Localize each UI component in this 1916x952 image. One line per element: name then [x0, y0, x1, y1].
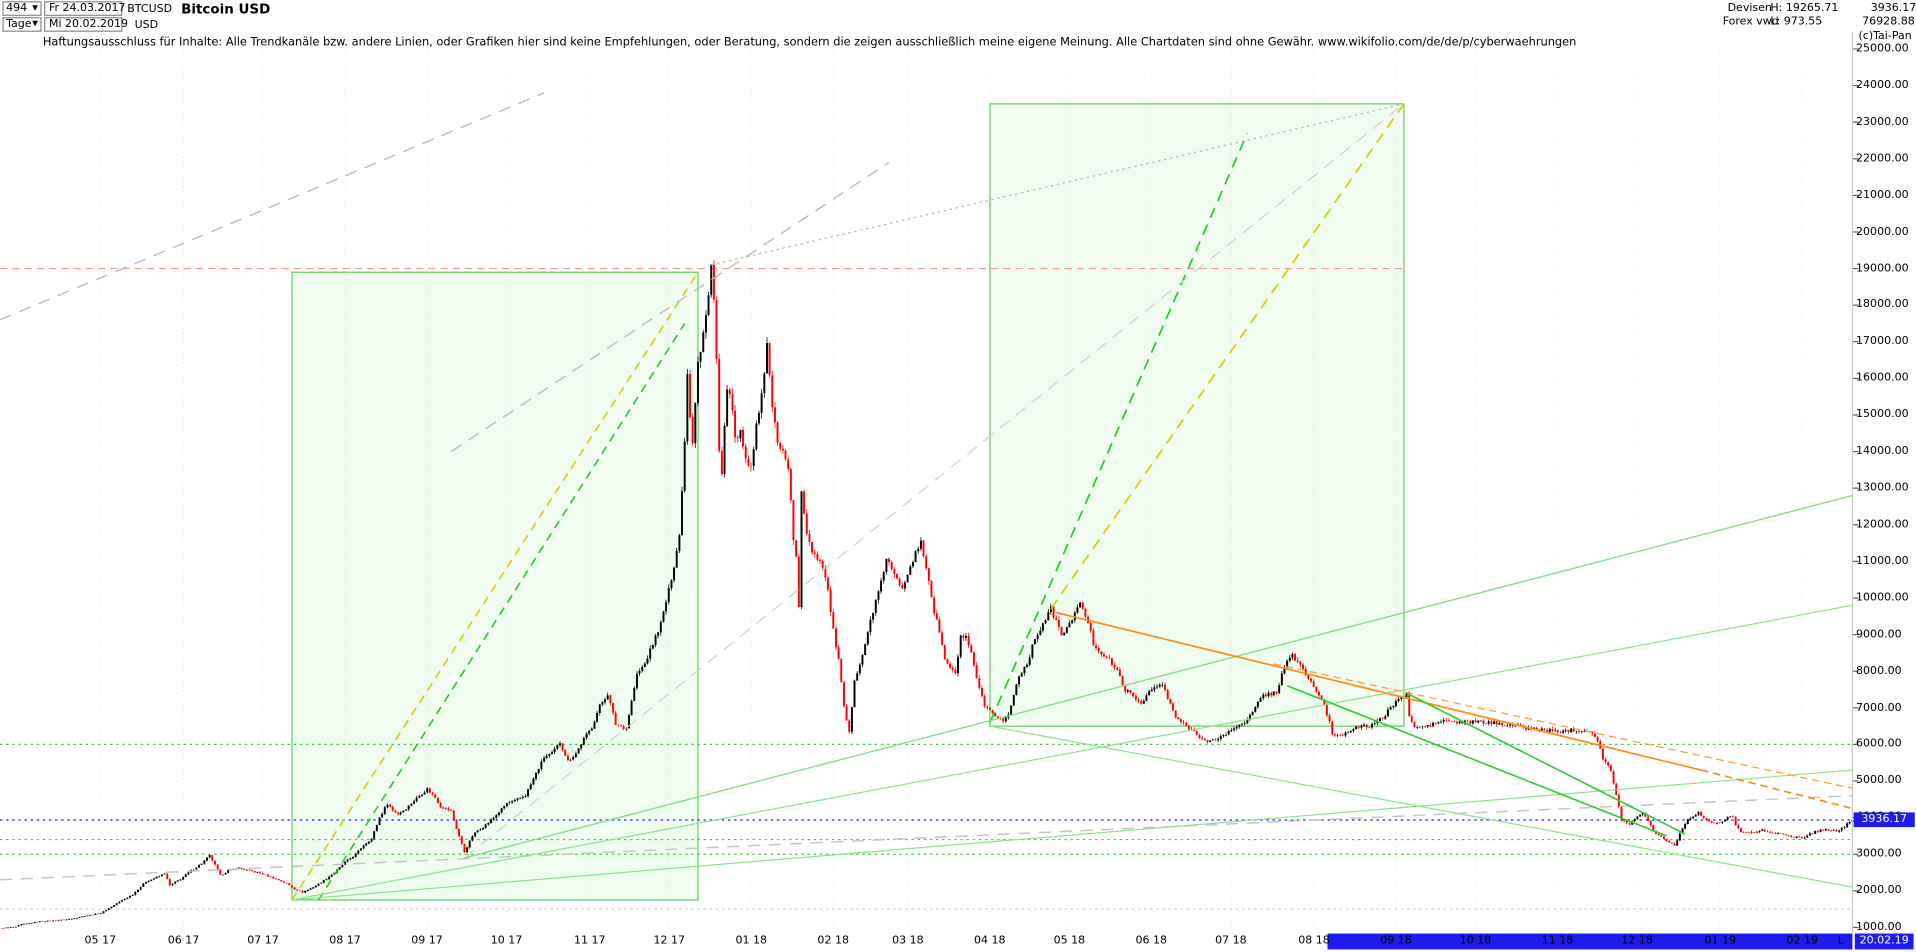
end-date-field[interactable]: Mi 20.02.2019 [44, 17, 128, 32]
trend-line [1273, 663, 1853, 789]
x-axis-label: 05 17 [84, 934, 117, 947]
y-axis-label: 7000.00 [1856, 702, 1902, 715]
disclaimer-text: Haftungsausschluss für Inhalte: Alle Tre… [42, 35, 1577, 49]
y-axis-label: 20000.00 [1856, 226, 1909, 239]
x-axis-label: 07 17 [247, 934, 279, 947]
y-axis-label: 11000.00 [1856, 555, 1909, 568]
x-axis-label: 01 19 [1704, 934, 1736, 947]
candles-down-bodies [1, 265, 1838, 929]
y-axis-label: 18000.00 [1856, 298, 1909, 311]
y-axis-label: 14000.00 [1856, 445, 1909, 458]
trend-line [317, 323, 686, 901]
x-axis-label: 05 18 [1053, 934, 1086, 947]
y-axis-label: 19000.00 [1856, 263, 1909, 276]
x-axis-label: 03 18 [892, 934, 924, 947]
x-axis-label: 01 18 [735, 934, 767, 947]
period-low-value: L: 973.55 [1770, 15, 1823, 29]
y-axis-label: 23000.00 [1856, 116, 1909, 129]
x-axis-label: 09 17 [411, 934, 443, 947]
trend-line [989, 132, 1249, 723]
y-axis-label: 3000.00 [1856, 847, 1902, 861]
x-axis-label: 09 18 [1380, 934, 1412, 947]
y-axis-label: 8000.00 [1856, 665, 1902, 678]
y-axis-label: 22000.00 [1856, 152, 1909, 166]
y-axis-label: 10000.00 [1856, 592, 1909, 605]
y-axis-label: 5000.00 [1856, 774, 1902, 787]
trend-line [291, 604, 1853, 901]
x-axis-label: 10 18 [1459, 934, 1492, 947]
start-date-value: Fr 24.03.2017 [48, 2, 126, 15]
trend-line [1286, 685, 1667, 837]
y-axis-label: 6000.00 [1856, 737, 1902, 751]
volume-value: 76928.88 [1862, 15, 1915, 29]
candles-up-bodies [4, 265, 1854, 929]
y-axis-label: 16000.00 [1856, 371, 1909, 385]
trend-line [0, 92, 545, 321]
trend-line [711, 103, 1404, 266]
visible-range-scrollbar[interactable] [1327, 933, 1853, 950]
x-axis-label: 11 17 [573, 934, 606, 947]
symbol-field[interactable]: BTCUSD [127, 3, 173, 16]
x-axis-label: 08 17 [329, 934, 361, 947]
bars-count-value: 494 [6, 2, 28, 15]
trend-line [1406, 692, 1686, 835]
period-value: Tage [6, 18, 32, 31]
x-axis-label: 02 19 [1786, 934, 1818, 947]
trend-line [464, 103, 1405, 859]
dropdown-arrow-icon: ▼ [32, 19, 38, 29]
y-axis-label: 17000.00 [1856, 335, 1909, 348]
x-axis-label: 12 17 [653, 934, 686, 947]
current-date-badge: 20.02.19 [1854, 933, 1914, 950]
period-dropdown[interactable]: Tage ▼ [2, 17, 42, 32]
last-bar-marker: L [1837, 934, 1844, 947]
trend-line [0, 794, 1853, 881]
trend-channel-box [989, 103, 1405, 727]
period-high-value: H: 19265.71 [1770, 2, 1839, 15]
y-axis-label: 9000.00 [1856, 628, 1902, 642]
x-axis-label: 06 18 [1135, 934, 1168, 947]
trend-line [450, 161, 890, 453]
x-axis-label: 12 18 [1621, 934, 1653, 947]
dropdown-arrow-icon: ▼ [32, 3, 38, 13]
y-axis-label: 25000.00 [1856, 42, 1909, 56]
current-price-badge: 3936.17 [1853, 812, 1915, 828]
y-axis-label: 12000.00 [1856, 518, 1909, 531]
y-axis-label: 13000.00 [1856, 482, 1909, 495]
x-axis-label: 11 18 [1541, 934, 1574, 947]
trend-line [464, 494, 1853, 859]
trend-line [989, 725, 1853, 888]
y-axis-label: 1000.00 [1856, 921, 1902, 934]
y-axis-label: 2000.00 [1856, 884, 1902, 897]
y-axis-label: 21000.00 [1856, 189, 1909, 202]
x-axis-label: 04 18 [974, 934, 1006, 947]
x-axis-label: 07 18 [1215, 934, 1247, 947]
trend-line [291, 769, 1853, 901]
candles-up-wicks [4, 264, 1853, 929]
trend-line [1700, 769, 1853, 810]
y-axis-label: 24000.00 [1856, 79, 1909, 92]
bars-count-dropdown[interactable]: 494 ▼ [2, 1, 42, 16]
y-axis-label: 15000.00 [1856, 408, 1909, 421]
x-axis-label: 06 17 [167, 934, 200, 947]
currency-label: USD [134, 19, 159, 32]
end-date-value: Mi 20.02.2019 [48, 18, 129, 31]
candlestick-chart[interactable] [0, 31, 1916, 942]
copyright-label: (c)Tai-Pan [1858, 30, 1912, 43]
last-price-value: 3936.17 [1870, 2, 1916, 15]
trend-line [1056, 611, 1702, 771]
trend-line [291, 271, 699, 901]
feed-name-label: Devisen [1727, 2, 1772, 15]
start-date-field[interactable]: Fr 24.03.2017 [44, 1, 126, 16]
chart-title: Bitcoin USD [181, 1, 271, 18]
trend-line [1050, 103, 1405, 610]
x-axis-label: 10 17 [490, 934, 523, 947]
candles-down-wicks [2, 260, 1837, 929]
x-axis-label: 02 18 [817, 934, 849, 947]
x-axis-label: 08 18 [1298, 934, 1330, 947]
feed-source-label: Forex vwd [1722, 15, 1779, 29]
